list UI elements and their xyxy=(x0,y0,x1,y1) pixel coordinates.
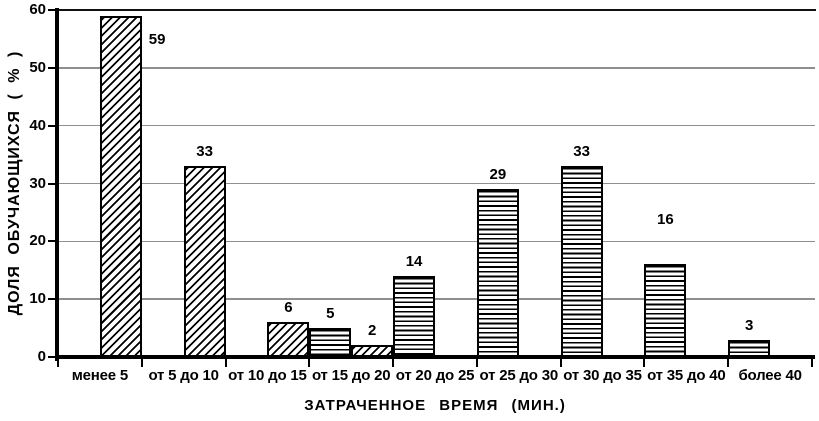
y-axis-line xyxy=(55,8,59,361)
x-tick xyxy=(392,359,395,367)
x-tick xyxy=(727,359,730,367)
bar-value-label: 33 xyxy=(573,143,590,161)
bar-diagonal-hatch xyxy=(99,15,142,359)
bar-value-label: 5 xyxy=(326,305,335,323)
x-axis-title: ЗАТРАЧЕННОЕ ВРЕМЯ (МИН.) xyxy=(304,397,566,414)
bar-value-label: 14 xyxy=(405,253,423,271)
x-category-label: от 25 до 30 xyxy=(479,367,559,384)
x-category-label: более 40 xyxy=(738,367,802,384)
x-tick xyxy=(140,359,143,367)
bar-horizontal-lines xyxy=(728,339,771,359)
y-tick-label: 60 xyxy=(29,1,46,18)
y-tick-label: 50 xyxy=(29,58,46,76)
y-tick xyxy=(48,124,57,127)
y-tick-label: 30 xyxy=(29,174,46,192)
grid-line xyxy=(58,124,815,127)
bar-value-label: 16 xyxy=(657,211,674,229)
x-category-label: от 35 до 40 xyxy=(647,367,726,384)
x-axis-line xyxy=(55,355,815,359)
grid-line xyxy=(58,240,815,243)
bar-horizontal-lines xyxy=(393,276,435,359)
y-tick-label: 20 xyxy=(29,232,46,250)
y-tick xyxy=(48,298,57,301)
x-category-label: от 20 до 25 xyxy=(395,367,475,384)
x-tick xyxy=(224,359,227,367)
x-tick xyxy=(57,359,59,367)
y-tick xyxy=(48,356,57,358)
y-tick xyxy=(48,240,57,243)
bar-diagonal-hatch xyxy=(267,322,310,359)
y-tick xyxy=(48,66,57,69)
y-tick-label: 40 xyxy=(29,116,46,134)
y-tick-label: 10 xyxy=(29,290,46,308)
bar-value-label: 59 xyxy=(148,30,166,48)
y-tick xyxy=(48,182,57,185)
grid-line-top xyxy=(58,9,816,11)
grid-line xyxy=(58,298,815,300)
x-category-label: от 30 до 35 xyxy=(563,367,642,384)
bar-horizontal-lines xyxy=(644,264,687,359)
x-tick xyxy=(308,359,311,367)
grid-line xyxy=(58,67,815,69)
x-tick xyxy=(559,359,562,367)
bar-horizontal-lines xyxy=(560,166,603,359)
y-tick-label: 0 xyxy=(37,348,46,365)
x-category-label: от 5 до 10 xyxy=(148,367,219,384)
y-tick xyxy=(48,9,57,11)
bar-horizontal-lines xyxy=(476,189,519,359)
x-category-label: менее 5 xyxy=(71,367,129,384)
bar-value-label: 29 xyxy=(489,166,507,184)
bar-value-label: 2 xyxy=(367,322,377,340)
grid-line xyxy=(58,182,815,185)
bar-diagonal-hatch xyxy=(183,166,226,359)
x-category-label: от 15 до 20 xyxy=(311,367,391,384)
bar-value-label: 33 xyxy=(196,143,213,161)
x-tick xyxy=(643,359,646,367)
x-tick xyxy=(811,359,813,367)
x-tick xyxy=(475,359,478,367)
bar-value-label: 6 xyxy=(284,299,293,317)
bar-value-label: 3 xyxy=(744,316,754,334)
x-category-label: от 10 до 15 xyxy=(228,367,307,384)
